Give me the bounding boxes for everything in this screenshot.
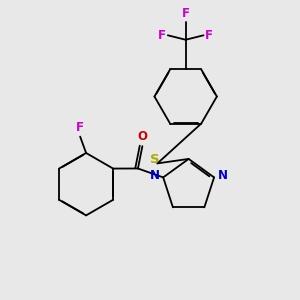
Text: O: O <box>137 130 147 143</box>
Text: F: F <box>76 121 84 134</box>
Text: F: F <box>205 29 213 42</box>
Text: F: F <box>158 29 166 42</box>
Text: N: N <box>150 169 160 182</box>
Text: S: S <box>150 153 160 166</box>
Text: F: F <box>182 8 190 20</box>
Text: N: N <box>218 169 228 182</box>
